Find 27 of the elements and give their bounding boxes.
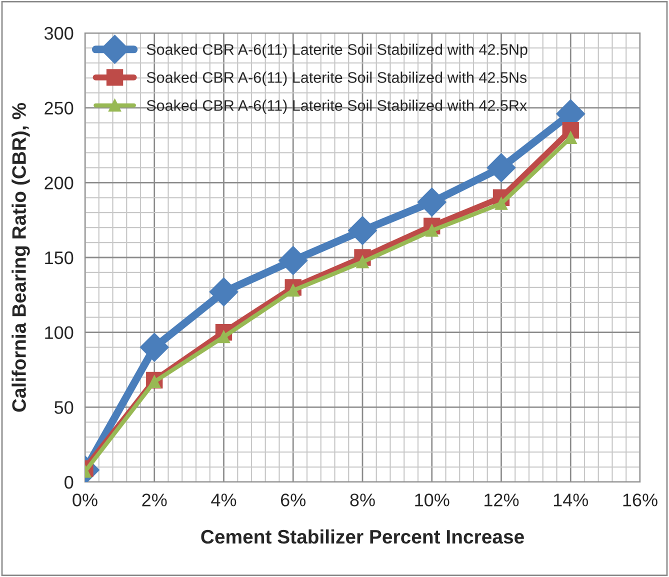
y-tick-label: 200 <box>44 176 74 190</box>
legend-label: Soaked CBR A-6(11) Laterite Soil Stabilized with 42.5Rx <box>146 100 527 114</box>
y-tick-label: 150 <box>45 251 74 264</box>
y-axis-title: California Bearing Ratio (CBR), % <box>12 102 30 412</box>
y-tick-label: 50 <box>54 401 74 414</box>
x-tick-label: 10% <box>415 494 450 506</box>
x-tick-label: 16% <box>623 494 658 506</box>
point <box>140 332 169 362</box>
point <box>486 153 516 182</box>
legend-label: Soaked CBR A-6(11) Laterite Soil Stabilized with 42.5Np <box>146 44 528 58</box>
x-tick-label: 14% <box>554 494 588 506</box>
x-tick-label: 2% <box>142 494 167 506</box>
legend-label: Soaked CBR A-6(11) Laterite Soil Stabilized with 42.5Ns <box>146 72 527 86</box>
x-axis-title: Cement Stabilizer Percent Increase <box>201 529 524 544</box>
point <box>209 277 238 306</box>
y-tick-label: 250 <box>44 102 74 115</box>
x-tick-label: 12% <box>484 494 519 506</box>
point <box>278 246 308 275</box>
x-tick-label: 0% <box>72 494 98 506</box>
x-tick-label: 6% <box>280 494 306 506</box>
point <box>417 188 446 217</box>
point <box>348 216 377 246</box>
x-tick-label: 8% <box>350 494 375 506</box>
y-tick-label: 300 <box>44 26 74 40</box>
y-tick-label: 0 <box>64 476 74 489</box>
y-tick-label: 100 <box>45 326 74 340</box>
x-tick-label: 4% <box>211 494 236 506</box>
